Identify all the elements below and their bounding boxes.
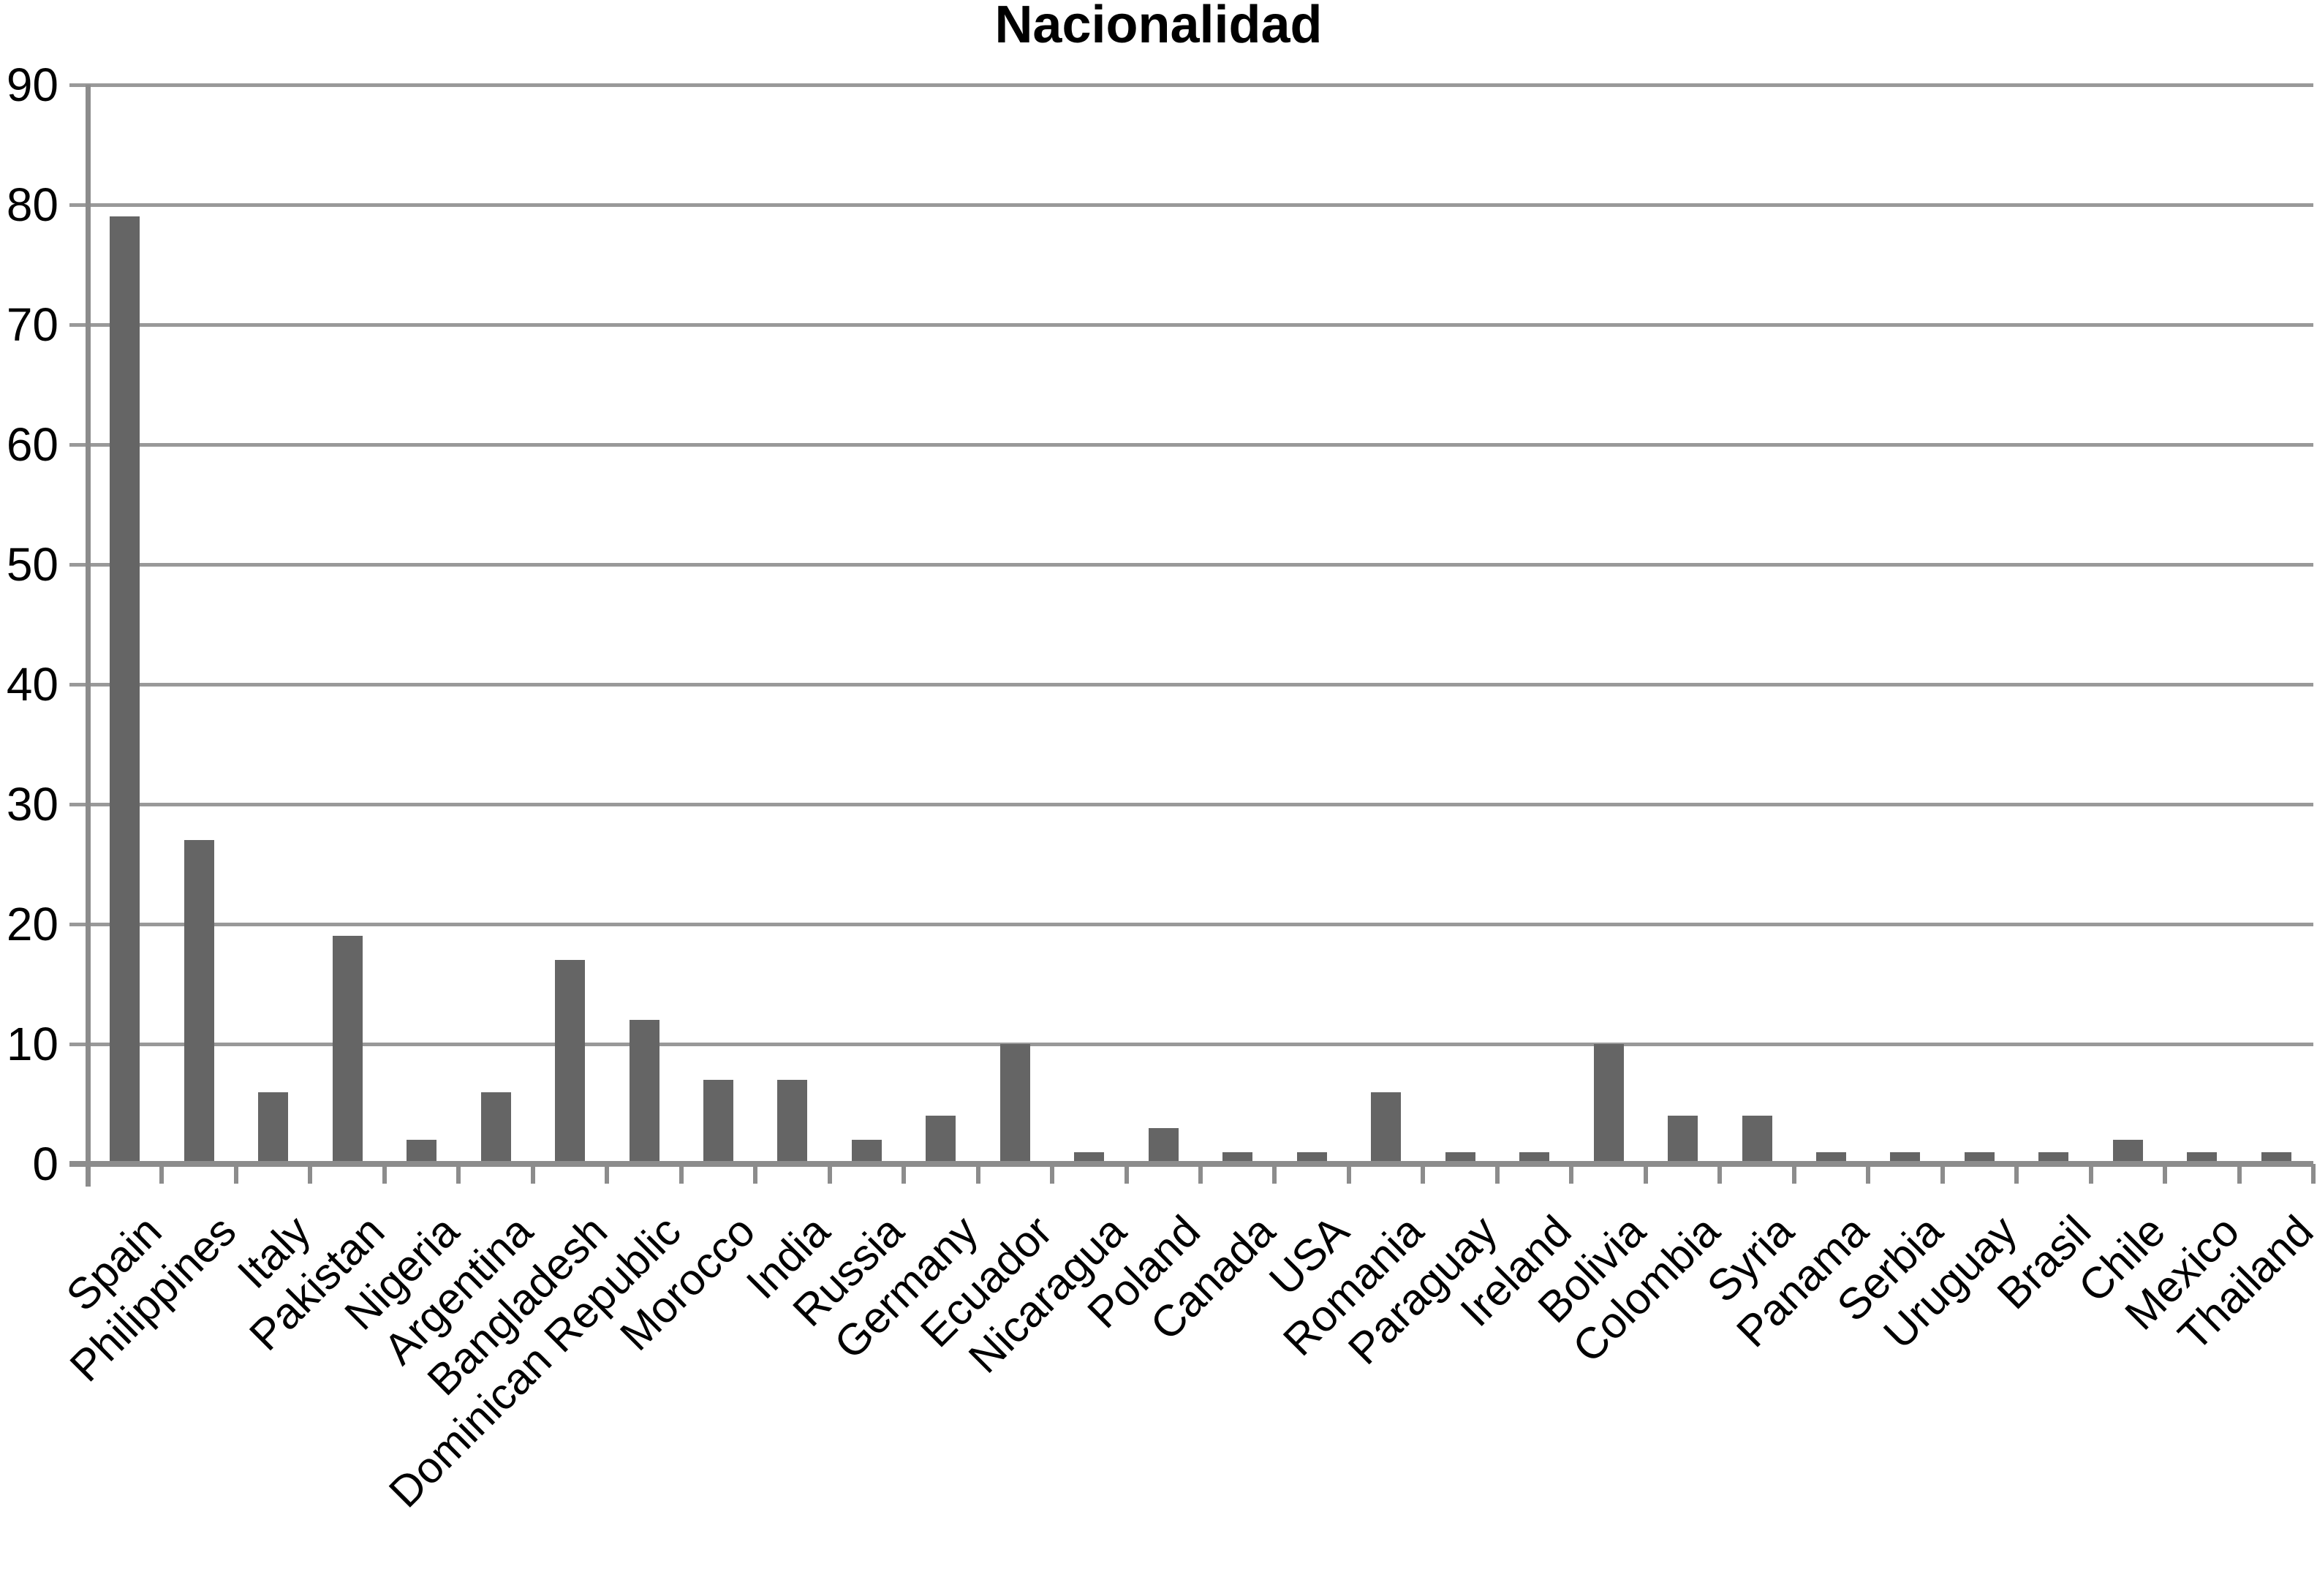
y-axis-line (86, 85, 91, 1187)
gridline-40 (69, 683, 2313, 687)
x-axis-tick (2237, 1164, 2242, 1184)
bar-bolivia (1593, 1044, 1624, 1164)
bar-germany (926, 1116, 956, 1164)
x-axis-tick (233, 1164, 238, 1184)
y-axis-tick-label: 60 (6, 418, 58, 471)
x-axis-tick (1717, 1164, 1723, 1184)
bar-uruguay (1964, 1151, 1995, 1164)
bar-brasil (2038, 1151, 2069, 1164)
bar-mexico (2187, 1151, 2218, 1164)
x-axis-tick (1198, 1164, 1203, 1184)
bar-ecuador (999, 1044, 1030, 1164)
bar-dominican-republic (629, 1020, 659, 1164)
bar-spain (110, 216, 140, 1164)
x-axis-line (69, 1161, 2313, 1167)
gridline-50 (69, 563, 2313, 567)
x-axis-tick (1569, 1164, 1574, 1184)
y-axis-tick-label: 90 (6, 58, 58, 111)
bar-india (777, 1080, 808, 1164)
x-axis-tick (159, 1164, 165, 1184)
y-axis-tick-label: 0 (32, 1138, 58, 1190)
x-axis-tick (1124, 1164, 1129, 1184)
gridline-60 (69, 443, 2313, 447)
y-axis-tick-label: 30 (6, 778, 58, 831)
x-axis-tick (456, 1164, 461, 1184)
gridline-90 (69, 83, 2313, 87)
bar-morocco (703, 1080, 733, 1164)
bar-russia (851, 1140, 882, 1164)
gridline-80 (69, 203, 2313, 207)
gridline-30 (69, 803, 2313, 806)
bar-poland (1148, 1127, 1179, 1164)
x-axis-tick (1346, 1164, 1351, 1184)
y-axis-tick-label: 40 (6, 658, 58, 711)
x-axis-tick (1791, 1164, 1796, 1184)
y-axis-tick-label: 10 (6, 1018, 58, 1070)
bar-italy (258, 1092, 289, 1164)
y-axis-tick-label: 80 (6, 178, 58, 231)
bar-usa (1296, 1151, 1327, 1164)
x-axis-tick (2088, 1164, 2093, 1184)
x-axis-tick (902, 1164, 907, 1184)
bar-serbia (1890, 1151, 1921, 1164)
bar-paraguay (1445, 1151, 1475, 1164)
x-axis-tick (1050, 1164, 1055, 1184)
x-axis-tick (530, 1164, 535, 1184)
gridline-70 (69, 323, 2313, 327)
bar-thailand (2261, 1151, 2291, 1164)
x-axis-tick (1643, 1164, 1648, 1184)
x-axis-tick (975, 1164, 980, 1184)
bar-panama (1815, 1151, 1846, 1164)
x-axis-tick (679, 1164, 684, 1184)
x-axis-tick (1940, 1164, 1945, 1184)
y-axis-tick-label: 50 (6, 538, 58, 591)
bar-pakistan (332, 936, 363, 1164)
bar-argentina (480, 1092, 511, 1164)
x-axis-tick (753, 1164, 758, 1184)
x-axis-tick (1421, 1164, 1426, 1184)
x-axis-tick (86, 1164, 90, 1184)
gridline-20 (69, 923, 2313, 926)
x-axis-tick (2014, 1164, 2019, 1184)
x-axis-tick (2163, 1164, 2168, 1184)
x-axis-tick (1494, 1164, 1500, 1184)
x-axis-tick (1866, 1164, 1871, 1184)
bar-nigeria (407, 1140, 437, 1164)
bar-ireland (1519, 1151, 1550, 1164)
y-axis-tick-label: 70 (6, 298, 58, 351)
bar-colombia (1668, 1116, 1698, 1164)
x-axis-tick (2311, 1164, 2316, 1184)
y-axis-tick-label: 20 (6, 898, 58, 950)
bar-syria (1742, 1116, 1772, 1164)
bar-romania (1371, 1092, 1402, 1164)
x-axis-tick (605, 1164, 610, 1184)
x-axis-tick (1272, 1164, 1277, 1184)
x-axis-tick (382, 1164, 387, 1184)
bar-philippines (184, 840, 214, 1164)
bar-chile (2112, 1140, 2143, 1164)
gridline-10 (69, 1043, 2313, 1046)
x-axis-tick (827, 1164, 832, 1184)
x-axis-tick (308, 1164, 313, 1184)
bar-canada (1222, 1151, 1253, 1164)
chart-title: Nacionalidad (994, 0, 1323, 54)
bar-nicaragua (1074, 1151, 1105, 1164)
bar-bangladesh (555, 960, 586, 1164)
